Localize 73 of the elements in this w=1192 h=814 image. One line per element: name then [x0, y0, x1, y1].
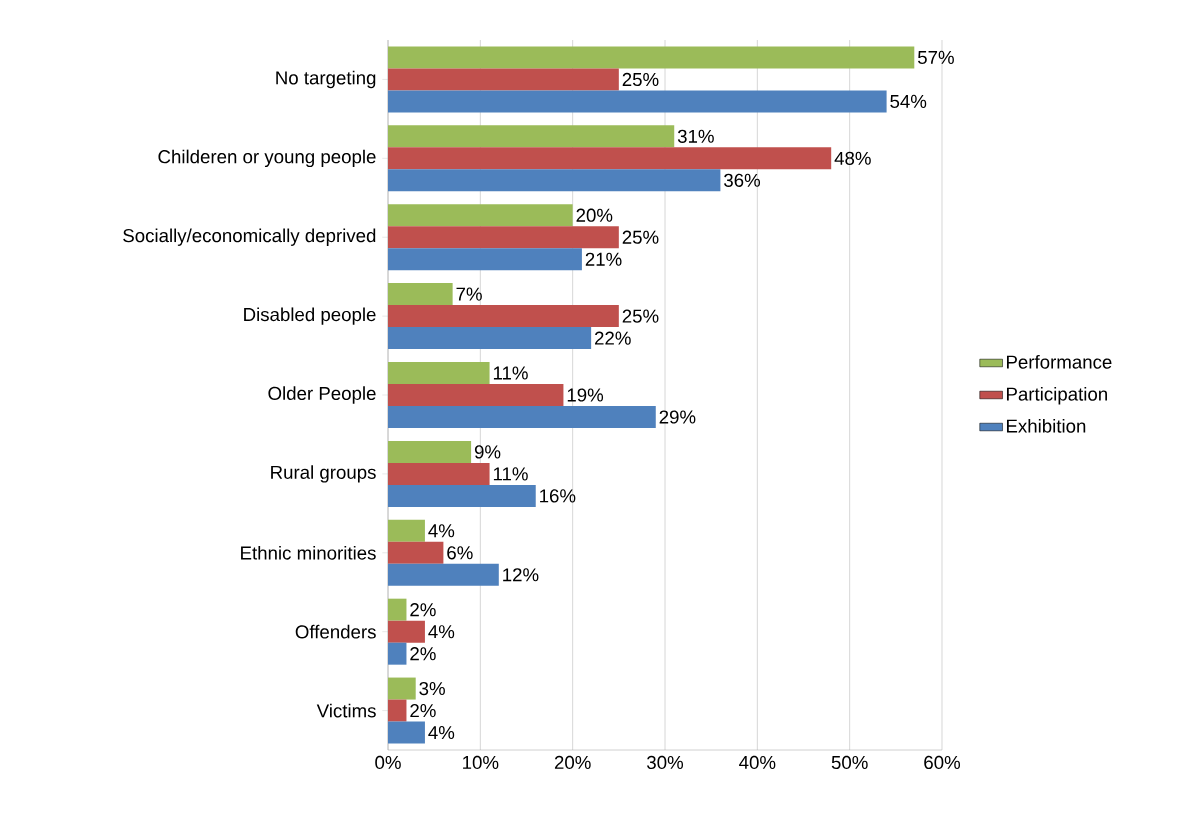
data-label: 9% — [474, 445, 501, 459]
data-label: 19% — [567, 388, 604, 402]
data-label: 11% — [493, 366, 528, 380]
bar — [388, 440, 472, 463]
data-label: 16% — [540, 489, 576, 503]
bar — [388, 484, 536, 507]
data-label: 31% — [677, 129, 714, 143]
y-tick-label: Childeren or young people — [158, 149, 376, 168]
bar — [388, 147, 832, 170]
data-label: 20% — [576, 208, 613, 222]
data-label: 22% — [595, 331, 631, 345]
bar — [388, 620, 425, 643]
bar — [388, 283, 453, 306]
bar — [388, 204, 573, 227]
data-label: 4% — [428, 524, 455, 538]
bar — [388, 90, 887, 113]
data-label: 12% — [503, 568, 539, 582]
bar — [388, 642, 407, 665]
bar — [388, 677, 416, 700]
data-label: 25% — [622, 230, 659, 244]
bar — [388, 305, 619, 328]
data-label: 21% — [585, 252, 622, 266]
y-tick-label: Rural groups — [271, 465, 376, 483]
bar — [388, 406, 656, 429]
x-tick-label: 30% — [647, 755, 684, 770]
x-tick-label: 40% — [739, 755, 776, 770]
data-label: 6% — [447, 546, 473, 560]
bar — [388, 169, 721, 192]
data-label: 7% — [456, 287, 482, 301]
bar — [388, 598, 407, 621]
legend-label: Participation — [1006, 386, 1107, 405]
bar — [388, 541, 444, 564]
bar — [388, 68, 619, 91]
bar — [388, 226, 619, 249]
x-tick-label: 60% — [924, 755, 961, 770]
bar — [388, 327, 592, 350]
y-tick-label: Older People — [268, 386, 376, 404]
y-tick-label: Disabled people — [244, 307, 376, 325]
data-label: 48% — [834, 151, 871, 165]
data-label: 25% — [622, 309, 659, 323]
data-label: 29% — [659, 410, 696, 424]
data-label: 2% — [410, 647, 436, 661]
bar — [388, 563, 499, 586]
data-label: 2% — [410, 703, 436, 718]
bar — [388, 721, 425, 744]
legend-label: Exhibition — [1006, 419, 1086, 433]
y-tick-label: Offenders — [295, 624, 376, 639]
x-tick-label: 0% — [375, 755, 401, 770]
data-label: 25% — [622, 72, 659, 87]
data-label: 3% — [419, 681, 445, 696]
x-tick-label: 20% — [554, 755, 591, 770]
legend-label: Performance — [1006, 354, 1112, 369]
bar — [388, 384, 564, 407]
bar — [388, 362, 490, 385]
x-tick-label: 50% — [831, 755, 868, 770]
bar — [388, 248, 582, 271]
bar — [388, 519, 425, 542]
data-label: 4% — [428, 625, 455, 639]
y-tick-label: Ethnic minorities — [241, 545, 376, 560]
data-label: 54% — [890, 94, 927, 109]
bar — [388, 125, 675, 148]
x-tick-label: 10% — [463, 755, 499, 770]
data-label: 2% — [410, 603, 436, 617]
y-tick-label: No targeting — [276, 70, 376, 89]
data-label: 36% — [724, 173, 761, 187]
bar — [388, 699, 407, 722]
data-label: 57% — [917, 50, 954, 65]
y-tick-label: Victims — [316, 703, 376, 718]
data-label: 11% — [493, 467, 528, 481]
data-label: 4% — [428, 726, 455, 740]
y-tick-label: Socially/economically deprived — [123, 228, 376, 246]
bar — [388, 46, 915, 69]
bar — [388, 462, 490, 485]
